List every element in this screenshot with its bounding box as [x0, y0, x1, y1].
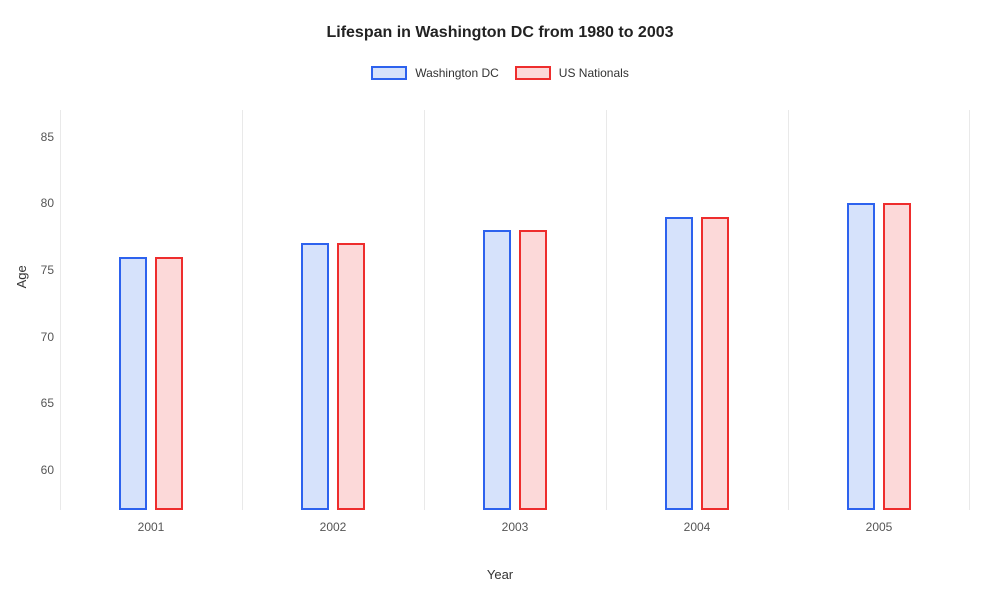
gridline-vertical [606, 110, 607, 510]
legend-swatch-us-nationals [515, 66, 551, 80]
bar-us-nationals [883, 203, 911, 510]
x-tick-label: 2004 [684, 520, 711, 534]
y-tick-label: 80 [26, 196, 54, 210]
bar-washington-dc [847, 203, 875, 510]
x-tick-label: 2005 [866, 520, 893, 534]
x-tick-label: 2002 [320, 520, 347, 534]
chart-legend: Washington DC US Nationals [0, 66, 1000, 80]
y-tick-label: 75 [26, 263, 54, 277]
bar-us-nationals [155, 257, 183, 510]
x-tick-label: 2003 [502, 520, 529, 534]
chart-title: Lifespan in Washington DC from 1980 to 2… [0, 0, 1000, 42]
bar-washington-dc [665, 217, 693, 510]
gridline-vertical [969, 110, 970, 510]
gridline-vertical [424, 110, 425, 510]
legend-swatch-washington-dc [371, 66, 407, 80]
bar-washington-dc [483, 230, 511, 510]
legend-label: US Nationals [559, 66, 629, 80]
plot-area: 60657075808520012002200320042005 [60, 110, 970, 510]
y-tick-label: 65 [26, 396, 54, 410]
chart-container: Lifespan in Washington DC from 1980 to 2… [0, 0, 1000, 600]
bar-us-nationals [337, 243, 365, 510]
y-tick-label: 60 [26, 463, 54, 477]
y-tick-label: 70 [26, 330, 54, 344]
legend-item-us-nationals: US Nationals [515, 66, 629, 80]
bar-washington-dc [119, 257, 147, 510]
gridline-vertical [60, 110, 61, 510]
bar-washington-dc [301, 243, 329, 510]
bar-us-nationals [519, 230, 547, 510]
gridline-vertical [242, 110, 243, 510]
bar-us-nationals [701, 217, 729, 510]
x-axis-label: Year [0, 567, 1000, 582]
y-tick-label: 85 [26, 130, 54, 144]
x-tick-label: 2001 [138, 520, 165, 534]
legend-label: Washington DC [415, 66, 499, 80]
legend-item-washington-dc: Washington DC [371, 66, 499, 80]
gridline-vertical [788, 110, 789, 510]
